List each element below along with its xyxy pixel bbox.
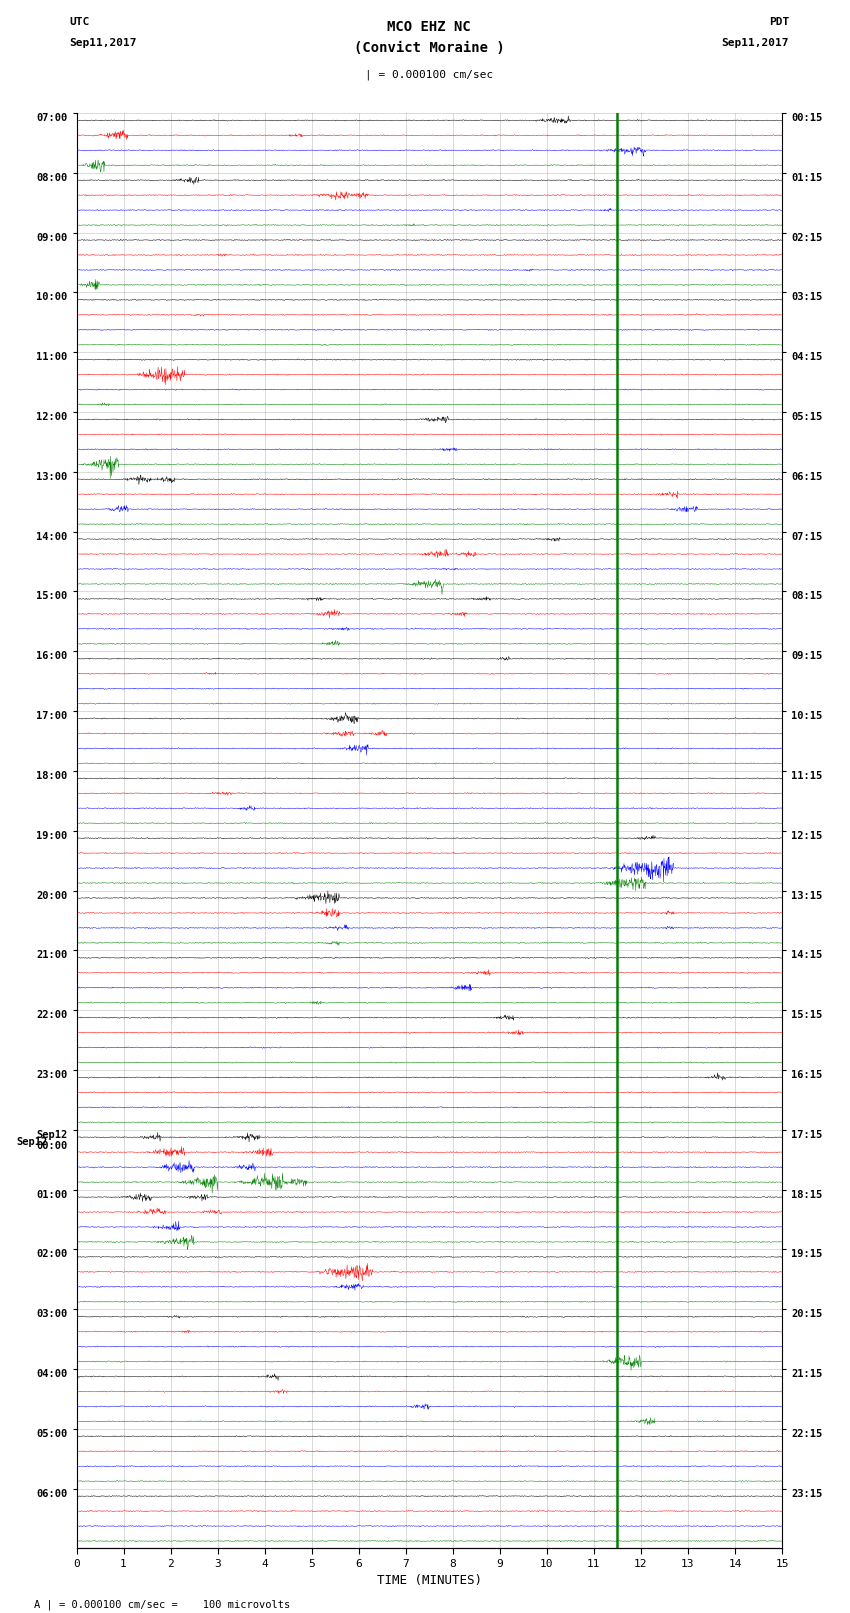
Text: Sep12: Sep12 <box>16 1137 48 1147</box>
Text: Sep11,2017: Sep11,2017 <box>722 39 789 48</box>
Text: MCO EHZ NC: MCO EHZ NC <box>388 19 471 34</box>
Text: UTC: UTC <box>70 16 90 27</box>
Text: (Convict Moraine ): (Convict Moraine ) <box>354 42 505 55</box>
X-axis label: TIME (MINUTES): TIME (MINUTES) <box>377 1574 482 1587</box>
Text: A | = 0.000100 cm/sec =    100 microvolts: A | = 0.000100 cm/sec = 100 microvolts <box>34 1598 290 1610</box>
Text: | = 0.000100 cm/sec: | = 0.000100 cm/sec <box>366 69 493 81</box>
Text: PDT: PDT <box>768 16 789 27</box>
Text: Sep11,2017: Sep11,2017 <box>70 39 137 48</box>
